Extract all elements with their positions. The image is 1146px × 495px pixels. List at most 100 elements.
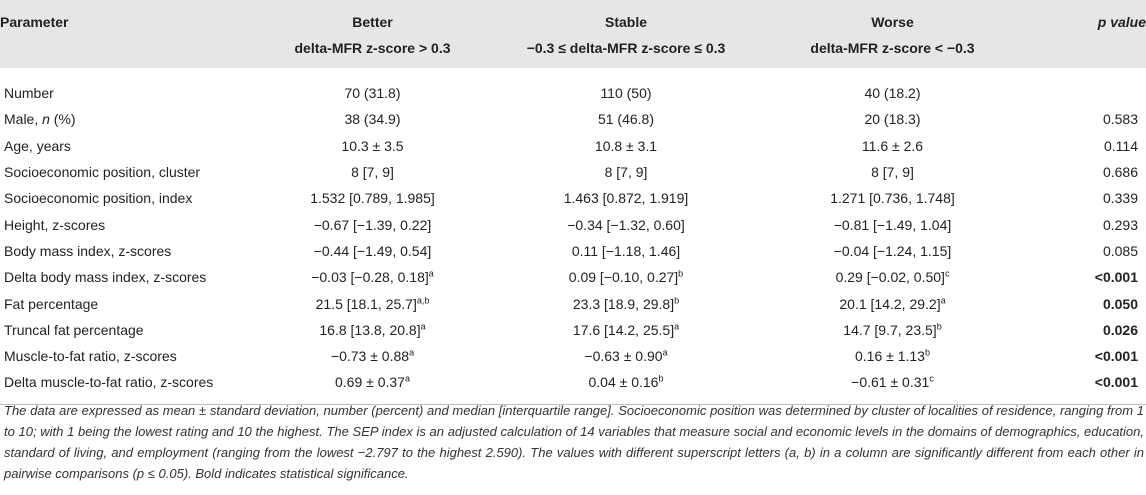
worse-value: −0.61 ± 0.31 bbox=[851, 374, 930, 391]
better-value: −0.44 [−1.49, 0.54] bbox=[313, 242, 432, 259]
parameter-cell: Number bbox=[0, 80, 250, 106]
pvalue-cell: 0.686 bbox=[1028, 159, 1146, 185]
pvalue: <0.001 bbox=[1094, 269, 1138, 286]
header-parameter: Parameter bbox=[0, 0, 250, 68]
stable-value-cell: 10.8 ± 3.1 bbox=[495, 133, 757, 159]
better-value: 70 (31.8) bbox=[344, 85, 401, 102]
pvalue-cell: 0.583 bbox=[1028, 106, 1146, 132]
pvalue: 0.686 bbox=[1102, 164, 1138, 181]
worse-value: 8 [7, 9] bbox=[871, 164, 914, 181]
stable-value-cell: 8 [7, 9] bbox=[495, 159, 757, 185]
worse-superscript: b bbox=[936, 321, 942, 332]
pvalue-cell: 0.293 bbox=[1028, 211, 1146, 237]
better-value: 0.69 ± 0.37 bbox=[335, 374, 405, 391]
stable-value: 51 (46.8) bbox=[597, 111, 655, 128]
parameter-cell: Truncal fat percentage bbox=[0, 317, 250, 343]
stable-value: 23.3 [18.9, 29.8] bbox=[572, 295, 675, 312]
parameter-cell: Age, years bbox=[0, 133, 250, 159]
pvalue-cell: <0.001 bbox=[1028, 264, 1146, 290]
pvalue-cell: 0.339 bbox=[1028, 185, 1146, 211]
better-value: −0.73 ± 0.88 bbox=[330, 348, 410, 365]
better-value: 16.8 [13.8, 20.8] bbox=[319, 321, 421, 338]
better-value: 21.5 [18.1, 25.7] bbox=[315, 295, 417, 312]
better-superscript: a bbox=[404, 373, 410, 384]
table-row: Age, years 10.3 ± 3.5 10.8 ± 3.1 11.6 ± 2.6… bbox=[0, 133, 1146, 159]
table-row: Body mass index, z-scores −0.44 [−1.49, 0… bbox=[0, 238, 1146, 264]
pvalue-cell: <0.001 bbox=[1028, 369, 1146, 395]
worse-value-cell: −0.81 [−1.49, 1.04] bbox=[757, 211, 1028, 237]
parameter-cell: Socioeconomic position, index bbox=[0, 185, 250, 211]
pvalue: 0.339 bbox=[1102, 190, 1138, 207]
better-superscript: a bbox=[428, 268, 434, 279]
parameter-cell: Socioeconomic position, cluster bbox=[0, 159, 250, 185]
better-superscript: a bbox=[420, 321, 426, 332]
parameter-label: Socioeconomic position, index bbox=[4, 190, 193, 207]
parameter-label: Number bbox=[4, 85, 54, 102]
pvalue: <0.001 bbox=[1094, 348, 1138, 365]
parameter-label: Muscle-to-fat ratio, z-scores bbox=[4, 348, 177, 365]
header-parameter-label: Parameter bbox=[0, 14, 69, 30]
header-worse-criterion: delta-MFR z-score < −0.3 bbox=[810, 40, 975, 56]
stable-value: 0.09 [−0.10, 0.27] bbox=[568, 269, 679, 286]
stable-value-cell: 1.463 [0.872, 1.919] bbox=[495, 185, 757, 211]
pvalue: <0.001 bbox=[1094, 374, 1138, 391]
header-stable-criterion: −0.3 ≤ delta-MFR z-score ≤ 0.3 bbox=[526, 40, 726, 56]
header-better-criterion: delta-MFR z-score > 0.3 bbox=[294, 40, 451, 56]
worse-value: 0.16 ± 1.13 bbox=[855, 348, 925, 365]
header-better-title: Better bbox=[352, 14, 393, 30]
header-worse: Worse delta-MFR z-score < −0.3 bbox=[757, 0, 1028, 68]
worse-value-cell: −0.04 [−1.24, 1.15] bbox=[757, 238, 1028, 264]
worse-value-cell: 1.271 [0.736, 1.748] bbox=[757, 185, 1028, 211]
stable-value: 8 [7, 9] bbox=[604, 164, 648, 181]
better-value-cell: −0.03 [−0.28, 0.18]a bbox=[250, 264, 495, 290]
parameter-label: Socioeconomic position, cluster bbox=[4, 164, 201, 181]
parameter-label: Height, z-scores bbox=[4, 216, 106, 233]
worse-value: 11.6 ± 2.6 bbox=[861, 137, 924, 154]
header-better: Better delta-MFR z-score > 0.3 bbox=[250, 0, 495, 68]
worse-value: 14.7 [9.7, 23.5] bbox=[843, 321, 937, 338]
header-stable-title: Stable bbox=[604, 14, 647, 30]
header-row: Parameter Better delta-MFR z-score > 0.3… bbox=[0, 0, 1146, 68]
worse-superscript: b bbox=[924, 347, 930, 358]
pvalue-cell: 0.026 bbox=[1028, 317, 1146, 343]
parameter-label: Truncal fat percentage bbox=[4, 321, 144, 338]
better-value-cell: 10.3 ± 3.5 bbox=[250, 133, 495, 159]
worse-value-cell: 0.16 ± 1.13b bbox=[757, 343, 1028, 369]
stable-value-cell: 17.6 [14.2, 25.5]a bbox=[495, 317, 757, 343]
better-value-cell: 0.69 ± 0.37a bbox=[250, 369, 495, 395]
worse-value-cell: 40 (18.2) bbox=[757, 80, 1028, 106]
better-value-cell: 70 (31.8) bbox=[250, 80, 495, 106]
pvalue-cell: 0.085 bbox=[1028, 238, 1146, 264]
worse-value-cell: 8 [7, 9] bbox=[757, 159, 1028, 185]
stable-superscript: b bbox=[658, 373, 664, 384]
header-stable: Stable −0.3 ≤ delta-MFR z-score ≤ 0.3 bbox=[495, 0, 757, 68]
table-header: Parameter Better delta-MFR z-score > 0.3… bbox=[0, 0, 1146, 68]
worse-superscript: a bbox=[940, 294, 946, 305]
parameter-label: Delta body mass index, z-scores bbox=[4, 269, 207, 286]
parameter-cell: Height, z-scores bbox=[0, 211, 250, 237]
stable-value: 110 (50) bbox=[600, 85, 652, 102]
stable-value: 17.6 [14.2, 25.5] bbox=[572, 321, 675, 338]
better-value-cell: 16.8 [13.8, 20.8]a bbox=[250, 317, 495, 343]
parameter-cell: Body mass index, z-scores bbox=[0, 238, 250, 264]
parameter-cell: Fat percentage bbox=[0, 290, 250, 316]
table-row: Delta body mass index, z-scores −0.03 [−0… bbox=[0, 264, 1146, 290]
stable-value-cell: 51 (46.8) bbox=[495, 106, 757, 132]
header-worse-title: Worse bbox=[871, 14, 914, 30]
stable-value-cell: 0.11 [−1.18, 1.46] bbox=[495, 238, 757, 264]
better-value: −0.67 [−1.39, 0.22] bbox=[313, 216, 432, 233]
table-row: Muscle-to-fat ratio, z-scores −0.73 ± 0.8… bbox=[0, 343, 1146, 369]
stable-value-cell: 23.3 [18.9, 29.8]b bbox=[495, 290, 757, 316]
stable-value-cell: 110 (50) bbox=[495, 80, 757, 106]
stable-value-cell: −0.63 ± 0.90a bbox=[495, 343, 757, 369]
pvalue: 0.114 bbox=[1104, 137, 1138, 154]
worse-value: 0.29 [−0.02, 0.50] bbox=[835, 269, 945, 286]
stable-value-cell: −0.34 [−1.32, 0.60] bbox=[495, 211, 757, 237]
stable-value: −0.34 [−1.32, 0.60] bbox=[567, 216, 685, 233]
parameter-label: Age, years bbox=[4, 137, 71, 154]
table-row: Truncal fat percentage 16.8 [13.8, 20.8]a… bbox=[0, 317, 1146, 343]
table-bottom-rule bbox=[0, 395, 1146, 405]
better-value: 38 (34.9) bbox=[344, 111, 401, 128]
header-pvalue-label: p value bbox=[1097, 14, 1146, 30]
